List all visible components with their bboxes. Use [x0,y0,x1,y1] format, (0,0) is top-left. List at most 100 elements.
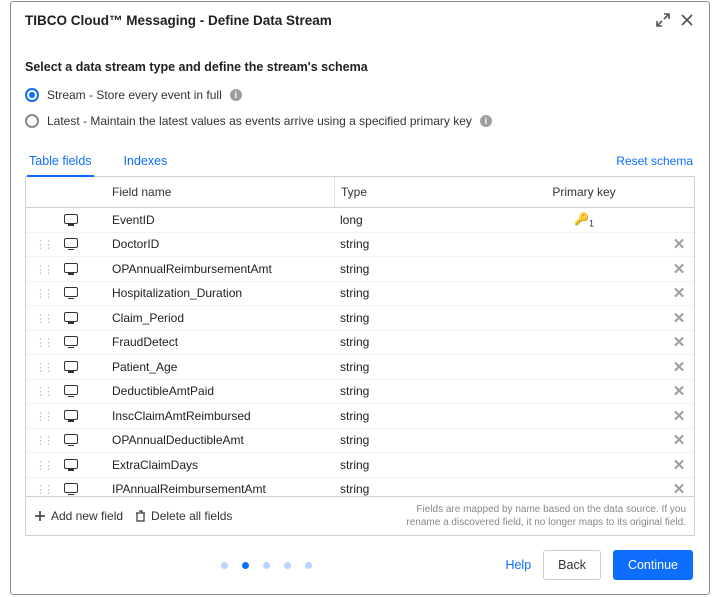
drag-handle-icon[interactable] [26,308,60,328]
radio-stream-indicator [25,88,39,102]
drag-handle-icon[interactable] [26,406,60,426]
field-name-cell[interactable]: Hospitalization_Duration [106,283,334,303]
field-type-cell[interactable]: string [334,430,504,450]
primary-key-cell[interactable] [504,388,664,394]
table-row[interactable]: Hospitalization_Durationstring ✕ [26,282,694,307]
table-row[interactable]: Patient_Agestring ✕ [26,355,694,380]
drag-handle-icon[interactable] [26,332,60,352]
primary-key-cell[interactable] [504,290,664,296]
primary-key-cell[interactable] [504,315,664,321]
field-name-cell[interactable]: DoctorID [106,234,334,254]
field-type-cell[interactable]: string [334,234,504,254]
field-name-cell[interactable]: Claim_Period [106,308,334,328]
primary-key-cell[interactable] [504,364,664,370]
primary-key-cell[interactable] [504,266,664,272]
primary-key-cell[interactable] [504,462,664,468]
monitor-icon [60,455,106,475]
delete-row-icon[interactable]: ✕ [664,355,694,379]
drag-handle-icon[interactable] [26,283,60,303]
delete-row-icon[interactable]: ✕ [664,404,694,428]
field-type-cell[interactable]: string [334,455,504,475]
field-type-cell[interactable]: long [334,210,504,230]
tab-table-fields[interactable]: Table fields [27,148,94,176]
field-type-cell[interactable]: string [334,479,504,496]
field-type-cell[interactable]: string [334,308,504,328]
field-name-cell[interactable]: IPAnnualReimbursementAmt [106,479,334,496]
field-type-cell[interactable]: string [334,357,504,377]
radio-latest[interactable]: Latest - Maintain the latest values as e… [25,114,695,128]
table-row[interactable]: Claim_Periodstring ✕ [26,306,694,331]
field-name-cell[interactable]: FraudDetect [106,332,334,352]
primary-key-cell[interactable]: 🔑1 [504,209,664,231]
add-field-label: Add new field [51,509,123,523]
step-dot[interactable] [263,562,270,569]
field-name-cell[interactable]: OPAnnualReimbursementAmt [106,259,334,279]
table-row[interactable]: FraudDetectstring ✕ [26,331,694,356]
step-dot[interactable] [242,562,249,569]
continue-button[interactable]: Continue [613,550,693,580]
step-dot[interactable] [305,562,312,569]
primary-key-cell[interactable] [504,339,664,345]
back-button[interactable]: Back [543,550,601,580]
field-name-cell[interactable]: DeductibleAmtPaid [106,381,334,401]
close-icon[interactable] [679,12,695,28]
radio-stream[interactable]: Stream - Store every event in full i [25,88,695,102]
modal-footer: Help Back Continue [11,536,709,594]
delete-row-icon[interactable]: ✕ [664,428,694,452]
radio-stream-label: Stream - Store every event in full [47,88,222,102]
field-type-cell[interactable]: string [334,259,504,279]
reset-schema-link[interactable]: Reset schema [616,154,693,176]
field-type-cell[interactable]: string [334,381,504,401]
drag-handle-icon[interactable] [26,234,60,254]
primary-key-cell[interactable] [504,241,664,247]
delete-row-icon[interactable]: ✕ [664,232,694,256]
field-type-cell[interactable]: string [334,332,504,352]
step-dot[interactable] [221,562,228,569]
field-name-cell[interactable]: OPAnnualDeductibleAmt [106,430,334,450]
table-body[interactable]: EventIDlong🔑1DoctorIDstring✕OPAnnualReim… [26,208,694,496]
table-row[interactable]: OPAnnualDeductibleAmtstring ✕ [26,429,694,454]
info-icon[interactable]: i [230,89,242,101]
table-row[interactable]: DeductibleAmtPaidstring ✕ [26,380,694,405]
primary-key-cell[interactable] [504,413,664,419]
col-fieldname: Field name [106,177,334,207]
delete-row-icon[interactable]: ✕ [664,330,694,354]
field-name-cell[interactable]: Patient_Age [106,357,334,377]
delete-row-icon[interactable]: ✕ [664,257,694,281]
monitor-icon [60,308,106,328]
monitor-icon [60,210,106,230]
drag-handle-icon[interactable] [26,455,60,475]
col-type: Type [334,177,504,207]
add-field-button[interactable]: Add new field [34,509,123,523]
drag-handle-icon[interactable] [26,259,60,279]
drag-handle-icon[interactable] [26,357,60,377]
field-name-cell[interactable]: EventID [106,210,334,230]
drag-handle-icon[interactable] [26,430,60,450]
delete-row-icon[interactable]: ✕ [664,453,694,477]
field-type-cell[interactable]: string [334,406,504,426]
table-row[interactable]: InscClaimAmtReimbursedstring ✕ [26,404,694,429]
monitor-icon [60,357,106,377]
primary-key-cell[interactable] [504,486,664,492]
delete-all-button[interactable]: Delete all fields [135,509,232,523]
field-name-cell[interactable]: InscClaimAmtReimbursed [106,406,334,426]
table-row[interactable]: ExtraClaimDaysstring ✕ [26,453,694,478]
delete-row-icon[interactable]: ✕ [664,306,694,330]
table-row[interactable]: IPAnnualReimbursementAmtstring ✕ [26,478,694,497]
table-row[interactable]: OPAnnualReimbursementAmtstring ✕ [26,257,694,282]
field-type-cell[interactable]: string [334,283,504,303]
table-row[interactable]: EventIDlong🔑1 [26,208,694,233]
expand-icon[interactable] [655,12,671,28]
field-name-cell[interactable]: ExtraClaimDays [106,455,334,475]
help-link[interactable]: Help [505,558,531,572]
tab-indexes[interactable]: Indexes [122,148,170,176]
table-row[interactable]: DoctorIDstring ✕ [26,233,694,258]
step-dot[interactable] [284,562,291,569]
delete-row-icon[interactable]: ✕ [664,281,694,305]
info-icon[interactable]: i [480,115,492,127]
drag-handle-icon[interactable] [26,381,60,401]
delete-row-icon[interactable]: ✕ [664,477,694,496]
drag-handle-icon[interactable] [26,479,60,496]
primary-key-cell[interactable] [504,437,664,443]
delete-row-icon[interactable]: ✕ [664,379,694,403]
